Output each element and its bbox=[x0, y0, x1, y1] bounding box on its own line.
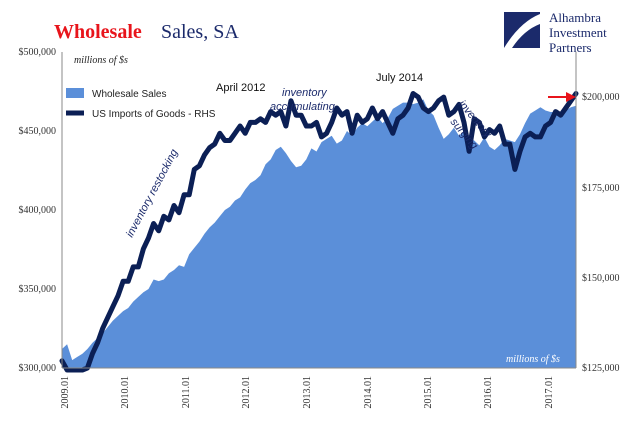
chart-title-part2: Sales, SA bbox=[161, 21, 239, 43]
x-tick-label: 2014.01 bbox=[363, 376, 374, 409]
logo-mark-swoosh bbox=[504, 14, 540, 48]
legend-label-wholesale: Wholesale Sales bbox=[92, 89, 166, 100]
right-axis-unit-label: millions of $s bbox=[506, 354, 560, 365]
annotation-april-2012: April 2012 bbox=[216, 82, 266, 94]
chart-title-part1: Wholesale bbox=[54, 21, 142, 43]
annotation-inventory-accumulating-2: accumulating bbox=[270, 101, 336, 113]
alhambra-logo: Alhambra Investment Partners bbox=[504, 10, 607, 55]
x-axis-ticks: 2009.01 2010.01 2011.01 2012.01 2013.01 … bbox=[60, 376, 555, 409]
left-axis-unit-label: millions of $s bbox=[74, 55, 128, 66]
red-arrow-icon bbox=[548, 92, 576, 102]
left-axis-ticks: $300,000 $350,000 $400,000 $450,000 $500… bbox=[19, 47, 57, 374]
left-tick-label: $300,000 bbox=[19, 363, 57, 374]
left-tick-label: $450,000 bbox=[19, 126, 57, 137]
x-tick-label: 2015.01 bbox=[423, 376, 434, 409]
x-tick-label: 2017.01 bbox=[544, 376, 555, 409]
annotation-july-2014: July 2014 bbox=[376, 72, 423, 84]
x-tick-label: 2013.01 bbox=[302, 376, 313, 409]
annotation-inventory-accumulating-1: inventory bbox=[282, 87, 328, 99]
logo-line-1: Alhambra bbox=[549, 10, 601, 25]
legend-swatch-area bbox=[66, 88, 84, 98]
left-tick-label: $350,000 bbox=[19, 284, 57, 295]
right-tick-label: $125,000 bbox=[582, 363, 620, 374]
series-us-imports-line bbox=[59, 91, 579, 373]
x-tick-label: 2010.01 bbox=[120, 376, 131, 409]
legend-label-imports: US Imports of Goods - RHS bbox=[92, 109, 216, 120]
right-tick-label: $200,000 bbox=[582, 92, 620, 103]
logo-line-2: Investment bbox=[549, 25, 607, 40]
series-wholesale-sales-area bbox=[62, 99, 576, 369]
logo-line-3: Partners bbox=[549, 40, 592, 55]
legend: Wholesale Sales US Imports of Goods - RH… bbox=[66, 88, 216, 120]
left-tick-label: $500,000 bbox=[19, 47, 57, 58]
x-tick-label: 2009.01 bbox=[60, 376, 71, 409]
right-axis-ticks: $125,000 $150,000 $175,000 $200,000 bbox=[582, 92, 620, 374]
x-tick-label: 2011.01 bbox=[181, 376, 192, 408]
x-tick-label: 2012.01 bbox=[241, 376, 252, 409]
left-tick-label: $400,000 bbox=[19, 205, 57, 216]
x-tick-label: 2016.01 bbox=[483, 376, 494, 409]
right-tick-label: $150,000 bbox=[582, 273, 620, 284]
right-tick-label: $175,000 bbox=[582, 183, 620, 194]
